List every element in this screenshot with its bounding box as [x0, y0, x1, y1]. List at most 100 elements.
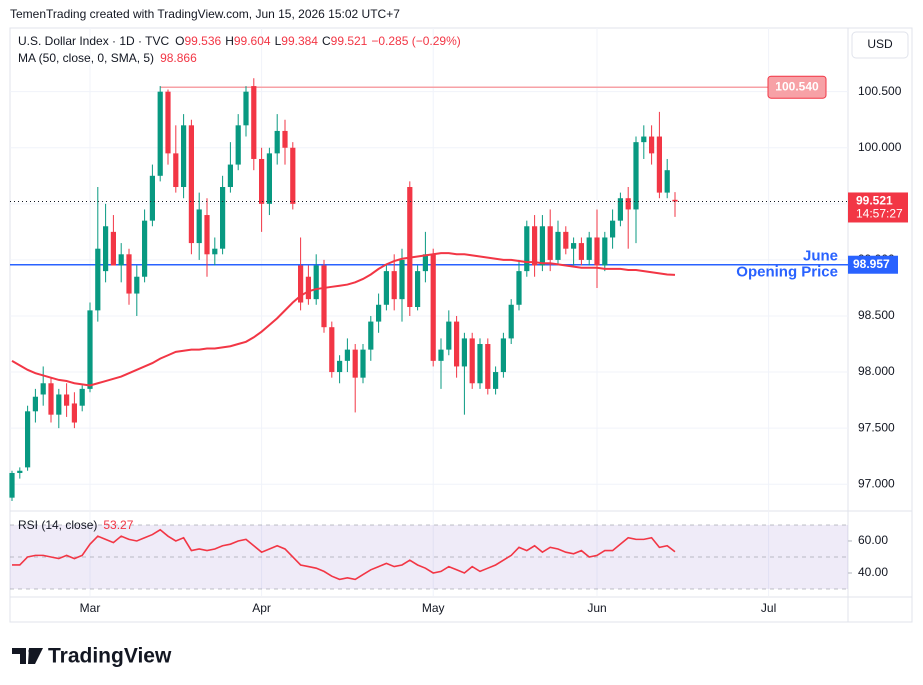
y-tick-label: 97.500 — [858, 420, 895, 434]
candle-body — [539, 226, 545, 266]
legend-name: RSI (14, close) — [18, 518, 97, 532]
legend-value: 99.604 — [234, 34, 271, 48]
logo-dot — [28, 648, 34, 654]
level-label-bg — [767, 75, 827, 99]
candle-body — [344, 349, 350, 361]
candle-body — [227, 164, 233, 188]
candle-body — [32, 396, 38, 412]
legend-value: 99.521 — [331, 34, 368, 48]
candle-body — [602, 237, 608, 266]
candle-body — [266, 153, 272, 204]
legend-key: H — [225, 34, 234, 48]
candle-body — [173, 153, 179, 188]
candle-body — [376, 304, 382, 322]
candle-body — [235, 125, 241, 165]
candle-body — [149, 175, 155, 221]
logo-text: TradingView — [48, 645, 172, 668]
candle-body — [282, 130, 288, 148]
candle-body — [664, 170, 670, 193]
candle-body — [485, 344, 491, 389]
candle-body — [337, 360, 343, 373]
rsi-tick-label: 60.00 — [858, 533, 888, 547]
candle-body — [305, 276, 311, 300]
legend-ma: MA (50, close, 0, SMA, 5) 98.866 — [18, 51, 197, 65]
candle-body — [17, 470, 23, 473]
grid-layer — [10, 28, 848, 596]
candle-body — [415, 271, 421, 308]
candle-body — [103, 226, 109, 272]
candle-body — [407, 187, 413, 308]
candle-body — [360, 349, 366, 378]
candle-body — [71, 403, 77, 423]
x-tick-label: Jun — [587, 601, 606, 615]
candle-body — [259, 158, 265, 204]
chart-frame — [9, 27, 913, 623]
countdown: 14:57:27 — [856, 207, 903, 221]
candle-body — [461, 338, 467, 367]
candle-body — [555, 231, 561, 260]
level-axis-label-bg — [848, 255, 898, 274]
ma-line — [11, 252, 676, 387]
candle-body — [95, 248, 101, 311]
candle-body — [188, 125, 194, 244]
candle-body — [391, 271, 397, 300]
candle-body — [87, 310, 93, 389]
candle-body — [656, 136, 662, 193]
logo-icon — [12, 648, 43, 664]
candle-body — [454, 321, 460, 367]
candle-body — [633, 142, 639, 210]
candle-body — [220, 187, 226, 249]
last-price-label: 99.521 — [856, 194, 893, 208]
logo: TradingView — [12, 645, 172, 668]
last-price-bg — [848, 192, 908, 223]
candle-body — [142, 220, 148, 277]
candle-body — [547, 226, 553, 260]
candle-body — [40, 383, 46, 395]
candle-body — [243, 91, 249, 126]
candle-body — [438, 349, 444, 361]
candle-body — [493, 372, 499, 389]
candle-body — [586, 237, 592, 260]
x-tick-label: Apr — [252, 601, 271, 615]
legend-value: 98.866 — [160, 51, 197, 65]
candle-body — [477, 344, 483, 384]
candle-body — [118, 254, 124, 266]
legend-key: L — [275, 34, 282, 48]
legend-value: 99.384 — [281, 34, 318, 48]
legend-rsi: RSI (14, close) 53.27 — [18, 518, 134, 532]
candle-body — [64, 394, 70, 406]
rsi-line — [12, 528, 676, 581]
candle-body — [157, 91, 163, 176]
level-axis-label: 98.957 — [853, 257, 890, 271]
candle-body — [126, 254, 132, 294]
legend-value: 99.536 — [185, 34, 222, 48]
candle-body — [79, 388, 85, 406]
candle-body — [524, 226, 530, 272]
candle-body — [594, 237, 600, 266]
candle-body — [422, 254, 428, 272]
candle-body — [352, 349, 358, 378]
candle-body — [617, 198, 623, 221]
candle-body — [134, 276, 140, 294]
currency-button[interactable] — [851, 31, 909, 59]
level-note: June — [803, 248, 838, 265]
y-tick-label: 98.500 — [858, 308, 895, 322]
candle-body — [181, 125, 187, 188]
candle-body — [578, 243, 584, 260]
candle-body — [516, 271, 522, 305]
rsi-tick-label: 40.00 — [858, 565, 888, 579]
candle-body — [313, 265, 319, 300]
candle-body — [290, 147, 296, 204]
candle-body — [625, 198, 631, 210]
legend-name: MA (50, close, 0, SMA, 5) — [18, 51, 154, 65]
candle-body — [383, 271, 389, 305]
currency[interactable]: USD — [867, 37, 893, 51]
candle-body — [672, 199, 678, 202]
candle-body — [430, 254, 436, 361]
y-tick-label: 100.500 — [858, 84, 902, 98]
candle-body — [500, 338, 506, 373]
x-tick-label: May — [422, 601, 445, 615]
candle-body — [508, 304, 514, 339]
